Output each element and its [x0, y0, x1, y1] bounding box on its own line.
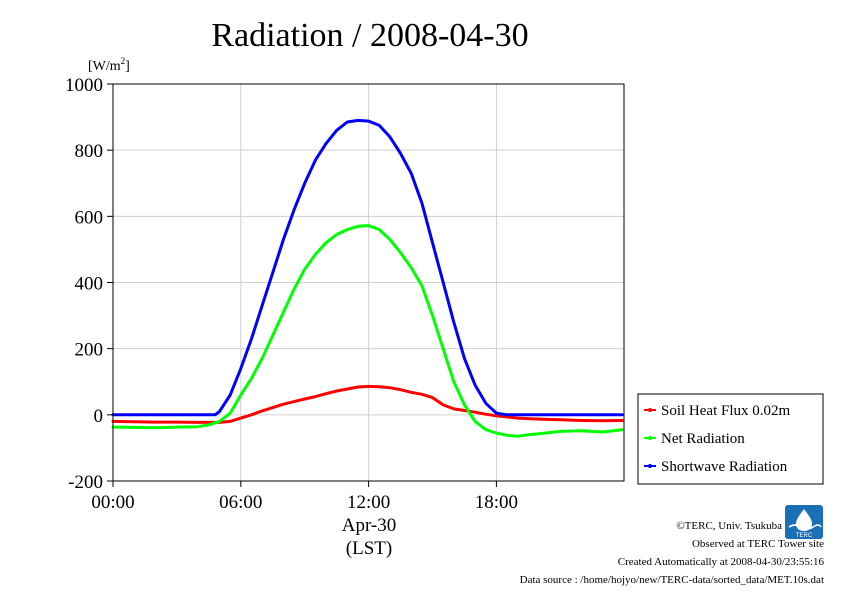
terc-logo-wave-icon [788, 524, 822, 530]
legend-marker-1 [648, 436, 652, 440]
y-tick-label: 0 [94, 406, 104, 427]
series-line-1 [111, 224, 624, 438]
legend-label-1: Net Radiation [661, 431, 745, 447]
series-line-2 [111, 118, 624, 417]
legend-box [637, 393, 824, 485]
legend-label-0: Soil Heat Flux 0.02m [661, 403, 791, 419]
y-tick-label: 600 [75, 207, 104, 228]
legend: Soil Heat Flux 0.02m Net Radiation Shortwa… [637, 393, 824, 485]
y-axis-unit-close: ] [125, 59, 130, 74]
y-tick-label: 800 [75, 141, 104, 162]
chart-title: Radiation / 2008-04-30 [211, 17, 528, 54]
y-tick-label: 400 [75, 274, 104, 295]
terc-logo-text: TERC [796, 533, 813, 539]
legend-label-2: Shortwave Radiation [661, 459, 788, 475]
credit-source: Data source : /home/hojyo/new/TERC-data/… [519, 574, 824, 586]
x-tick-label: 12:00 [347, 492, 390, 513]
credit-created: Created Automatically at 2008-04-30/23:5… [617, 556, 824, 568]
legend-marker-2 [648, 464, 652, 468]
credit-observed: Observed at TERC Tower site [691, 538, 824, 550]
y-tick-label: 200 [75, 340, 104, 361]
x-axis-timezone-label: (LST) [346, 538, 392, 559]
y-tick-label: -200 [68, 472, 103, 493]
x-tick-label: 18:00 [475, 492, 518, 513]
series-line-0 [111, 384, 624, 424]
series-layer [111, 118, 624, 438]
x-tick-label: 00:00 [91, 492, 134, 513]
y-axis-unit-base: [W/m [88, 59, 121, 74]
credit-copyright: ©TERC, Univ. Tsukuba [676, 520, 782, 532]
y-axis-unit-sup: 2 [121, 56, 126, 66]
x-tick-label: 06:00 [219, 492, 262, 513]
y-tick-label: 1000 [65, 75, 103, 96]
y-axis-unit: [W/m2] [88, 56, 130, 74]
terc-logo: TERC [785, 505, 823, 539]
x-axis-ticks: 00:00 06:00 12:00 18:00 [91, 481, 518, 513]
legend-marker-0 [648, 408, 652, 412]
x-axis-date-label: Apr-30 [342, 515, 397, 536]
y-axis-ticks: -200 0 200 400 600 800 1000 [65, 75, 113, 493]
